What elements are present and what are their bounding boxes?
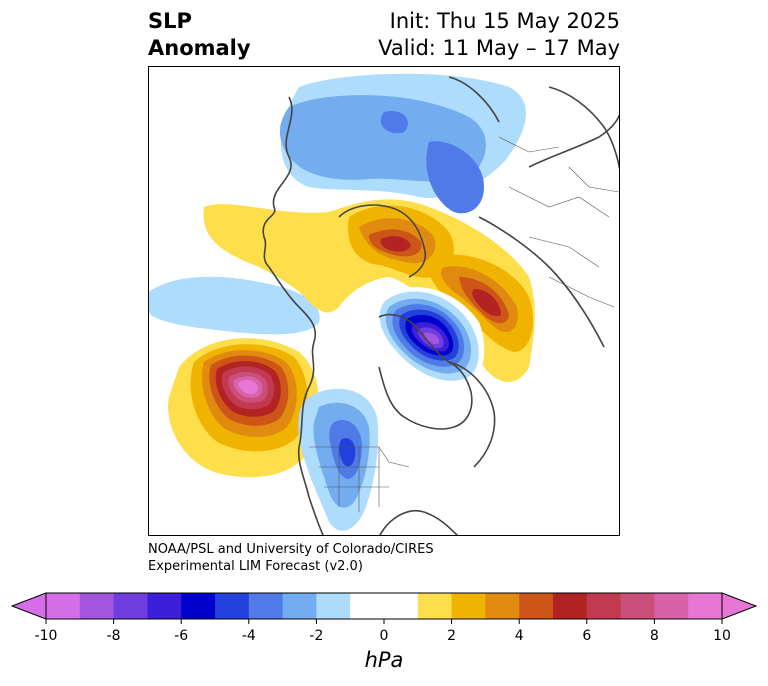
anomaly-map <box>149 73 619 535</box>
anomaly-labrador-high <box>428 254 534 352</box>
colorbar-swatch <box>316 593 351 619</box>
colorbar-extend-max <box>721 592 758 620</box>
colorbar-swatch <box>688 593 723 619</box>
credit-line-1: NOAA/PSL and University of Colorado/CIRE… <box>148 542 434 557</box>
colorbar-tick-label: 4 <box>514 628 524 644</box>
colorbar: -10 -8 -6 -4 -2 0 2 4 6 8 10 hPa <box>0 588 768 686</box>
colorbar-swatch <box>215 593 250 619</box>
colorbar-extend-min <box>10 592 47 620</box>
map-panel <box>148 66 620 536</box>
anomaly-north-pacific-high <box>168 338 320 478</box>
colorbar-swatch <box>181 593 216 619</box>
colorbar-swatch <box>451 593 486 619</box>
colorbar-swatch <box>46 593 81 619</box>
colorbar-swatch <box>485 593 520 619</box>
colorbar-swatch <box>620 593 655 619</box>
anomaly-siberia-low <box>279 73 526 214</box>
anomaly-greenland-high <box>203 199 535 382</box>
colorbar-bar <box>10 592 758 624</box>
colorbar-swatch <box>519 593 554 619</box>
anomaly-pacific-band <box>149 276 320 335</box>
colorbar-swatch <box>113 593 148 619</box>
title-line-1: SLP <box>148 9 192 33</box>
colorbar-swatch <box>282 593 317 619</box>
colorbar-swatch <box>248 593 284 619</box>
political-borders <box>309 136 619 512</box>
colorbar-tick-label: -6 <box>174 628 189 644</box>
colorbar-swatch <box>654 593 689 619</box>
colorbar-swatch <box>417 593 453 619</box>
colorbar-tick-label: 6 <box>582 628 592 644</box>
colorbar-tick-label: 8 <box>649 628 659 644</box>
colorbar-swatch <box>350 593 419 619</box>
colorbar-swatch <box>553 593 588 619</box>
colorbar-tick-label: -4 <box>241 628 256 644</box>
coastline-outlines <box>262 76 619 535</box>
title-line-2: Anomaly <box>148 36 251 60</box>
colorbar-unit-label: hPa <box>364 648 404 672</box>
colorbar-swatch <box>147 593 182 619</box>
colorbar-swatch <box>586 593 622 619</box>
colorbar-swatch <box>79 593 115 619</box>
credit-line-2: Experimental LIM Forecast (v2.0) <box>148 559 363 574</box>
colorbar-tick-label: 2 <box>447 628 457 644</box>
credit-text: NOAA/PSL and University of Colorado/CIRE… <box>148 541 434 575</box>
colorbar-tick-label: -2 <box>309 628 324 644</box>
colorbar-tick-label: 0 <box>379 628 389 644</box>
valid-range: Valid: 11 May – 17 May <box>378 36 620 60</box>
colorbar-tick-label: -8 <box>106 628 121 644</box>
colorbar-tick-label: 10 <box>713 628 731 644</box>
init-date: Init: Thu 15 May 2025 <box>389 9 620 33</box>
map-title: SLP Anomaly <box>148 8 251 62</box>
forecast-dates: Init: Thu 15 May 2025 Valid: 11 May – 17… <box>378 8 620 62</box>
anomaly-central-us-low <box>298 388 379 531</box>
colorbar-tick-label: -10 <box>34 628 58 644</box>
